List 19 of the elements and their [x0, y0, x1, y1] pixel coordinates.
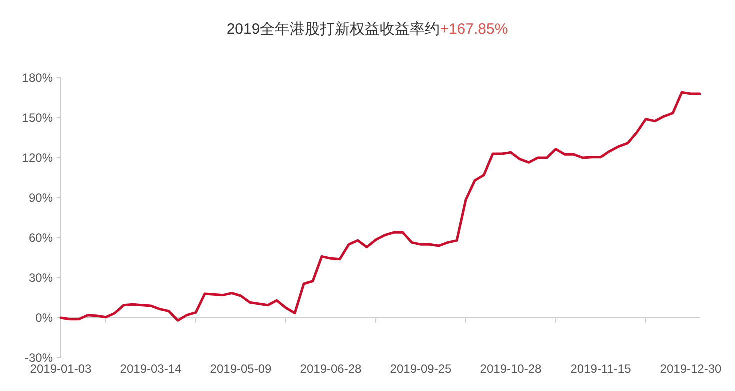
x-tick-label: 2019-05-09 [210, 362, 272, 376]
x-tick-label: 2019-06-28 [300, 362, 362, 376]
y-tick-label: 60% [28, 231, 54, 245]
x-tick-label: 2019-12-30 [660, 362, 722, 376]
x-tick-label: 2019-11-15 [570, 362, 632, 376]
y-tick-label: 180% [22, 71, 54, 85]
y-tick-label: 90% [28, 191, 54, 205]
y-tick-label: 30% [28, 271, 54, 285]
y-tick-label: 0% [36, 311, 54, 325]
y-tick-label: 150% [22, 111, 54, 125]
y-tick-label: 120% [22, 151, 54, 165]
x-tick-label: 2019-01-03 [30, 362, 92, 376]
y-tick-label: -30% [24, 351, 54, 365]
title: 2019全年港股打新权益收益率约 [226, 21, 440, 38]
x-tick-label: 2019-09-25 [390, 362, 452, 376]
line-series [60, 91, 702, 322]
x-tick-label: 2019-03-14 [120, 362, 182, 376]
annotation: +167.85% [440, 21, 508, 38]
x-tick-label: 2019-10-28 [480, 362, 542, 376]
